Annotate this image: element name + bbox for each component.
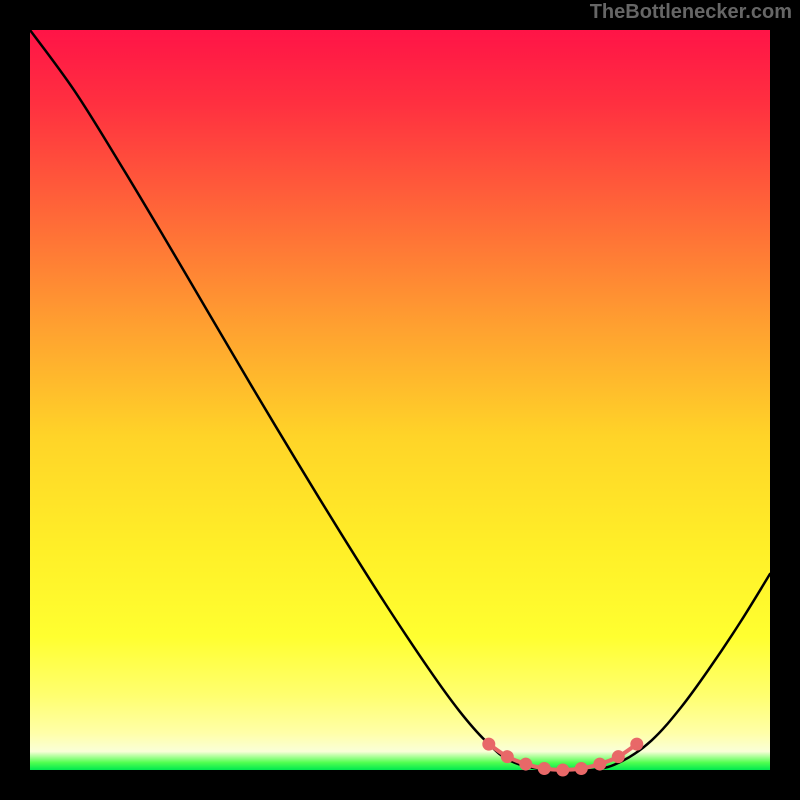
marker-point [576, 763, 587, 774]
marker-point [594, 759, 605, 770]
bottleneck-chart [0, 0, 800, 800]
marker-point [631, 739, 642, 750]
attribution-text: TheBottlenecker.com [590, 1, 792, 24]
marker-point [502, 751, 513, 762]
marker-point [483, 739, 494, 750]
marker-point [539, 763, 550, 774]
marker-point [520, 759, 531, 770]
chart-svg [0, 0, 800, 800]
marker-point [557, 765, 568, 776]
marker-point [613, 751, 624, 762]
